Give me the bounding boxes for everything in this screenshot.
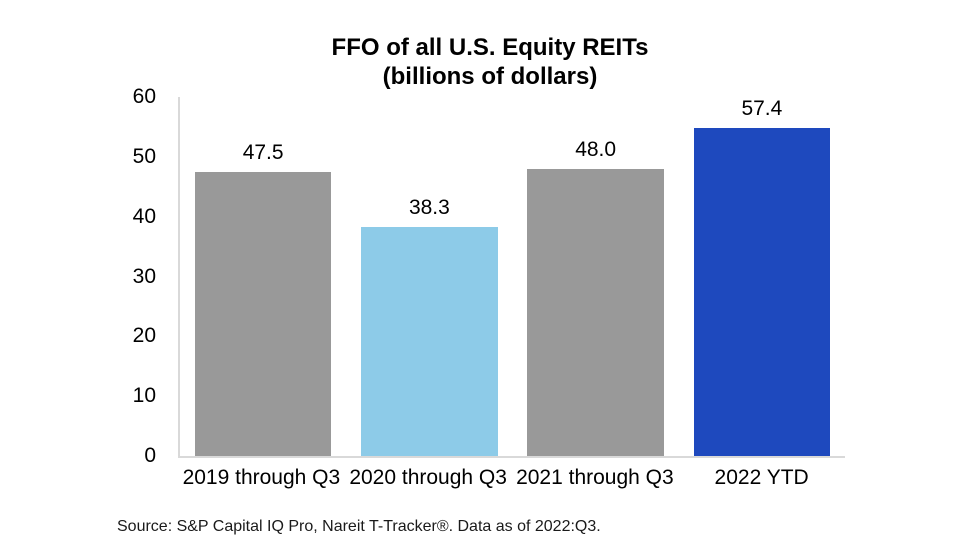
y-tick-label: 40: [132, 204, 156, 228]
bar-slot-2019-through-q3: 47.5: [180, 97, 346, 456]
y-tick-label: 60: [132, 85, 156, 108]
x-category-label-2021-through-q3: 2021 through Q3: [516, 466, 674, 489]
bar-2019-through-q3: [194, 172, 332, 456]
bar-2020-through-q3: [361, 227, 498, 456]
chart-title-line1: FFO of all U.S. Equity REITs: [331, 34, 649, 61]
bar-slot-2020-through-q3: 38.3: [346, 97, 512, 456]
y-tick-label: 50: [132, 144, 156, 168]
bar-slot-2021-through-q3: 48.0: [513, 97, 679, 456]
bar-slot-2022-ytd: 57.4: [679, 97, 845, 456]
bar-value-label-2020-through-q3: 38.3: [408, 196, 450, 219]
bar-value-label-2021-through-q3: 48.0: [575, 138, 617, 161]
chart-title: FFO of all U.S. Equity REITs (billions o…: [0, 33, 980, 91]
y-tick-label: 20: [132, 324, 156, 348]
bar-value-label-2019-through-q3: 47.5: [242, 141, 284, 164]
x-category-label-2019-through-q3: 2019 through Q3: [182, 466, 341, 489]
source-note: Source: S&P Capital IQ Pro, Nareit T-Tra…: [117, 518, 601, 535]
y-tick-label: 30: [132, 264, 156, 288]
x-axis-labels: 2019 through Q3 2020 through Q3 2021 throu…: [178, 466, 845, 490]
x-category-label-2022-ytd: 2022 YTD: [714, 466, 809, 489]
bar-2022-ytd: [693, 128, 831, 456]
plot-area: 47.5 38.3 48.0 57.4: [178, 97, 845, 458]
y-axis: 0 10 20 30 40 50 60: [0, 0, 166, 552]
bar-value-label-2022-ytd: 57.4: [741, 97, 783, 120]
y-tick-label: 10: [132, 384, 156, 408]
chart-title-line2: (billions of dollars): [382, 63, 598, 90]
x-category-label-2020-through-q3: 2020 through Q3: [349, 466, 507, 489]
bar-2021-through-q3: [527, 169, 664, 456]
y-tick-label: 0: [144, 444, 156, 467]
